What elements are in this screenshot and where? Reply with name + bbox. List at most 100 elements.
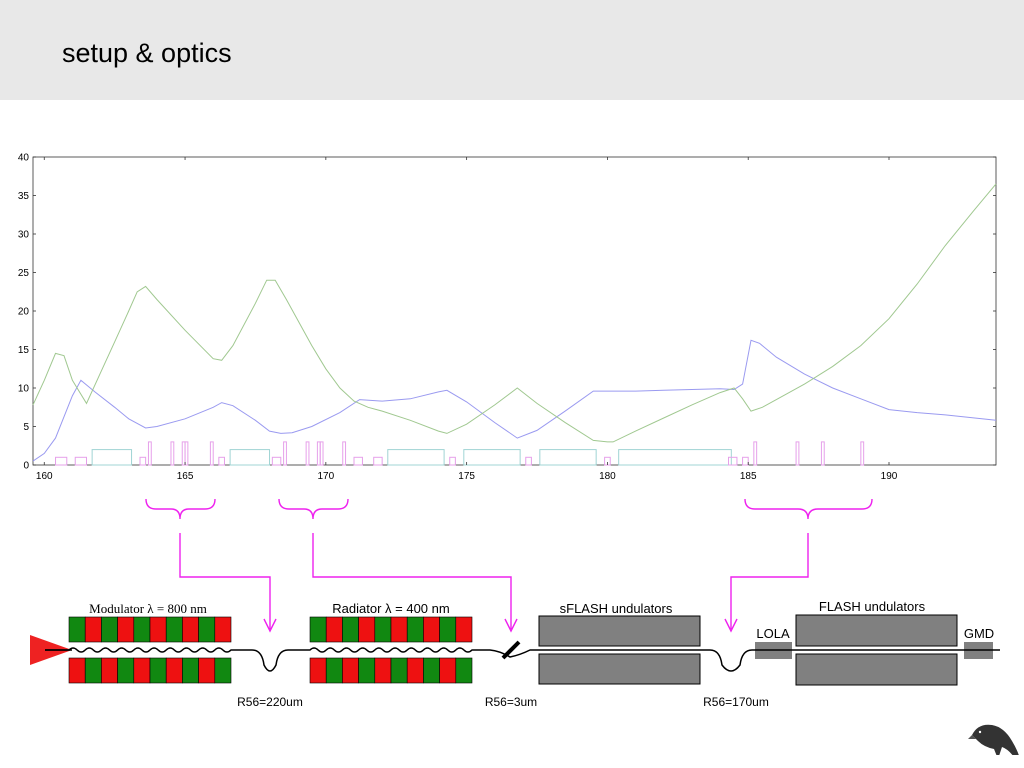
lattice-element — [728, 456, 738, 466]
lattice-element — [820, 441, 825, 466]
optics-chart: 160 165 170 175 180 185 190 0 5 10 15 20 25 30 35 40 — [18, 153, 997, 482]
radiator-magnet — [423, 657, 440, 684]
y-tick-label: 20 — [18, 307, 30, 318]
sflash-undulator-top — [538, 615, 701, 647]
radiator-magnet — [439, 616, 457, 643]
mirror-icon — [501, 640, 521, 660]
x-tick-label: 190 — [881, 471, 898, 482]
modulator-magnet — [214, 657, 232, 684]
modulator-magnet — [68, 616, 86, 643]
lattice-element — [139, 456, 147, 466]
lattice-element — [795, 441, 800, 466]
lattice-element — [218, 456, 225, 466]
lattice-element — [283, 441, 287, 466]
radiator-magnet — [455, 616, 473, 643]
flash-undulator-top — [795, 614, 958, 647]
modulator-magnet — [117, 657, 135, 684]
y-tick-label: 25 — [18, 268, 30, 279]
lattice-element — [618, 449, 732, 466]
modulator-magnet — [182, 657, 199, 684]
lattice-element — [539, 449, 597, 466]
x-tick-label: 185 — [740, 471, 757, 482]
modulator-magnet — [149, 616, 167, 643]
brace-1 — [145, 498, 216, 520]
modulator-magnet — [101, 616, 118, 643]
radiator-magnet — [390, 657, 408, 684]
lattice-element — [753, 441, 758, 466]
lattice-element — [525, 456, 532, 466]
y-tick-label: 10 — [18, 384, 30, 395]
sflash-undulator-bottom — [538, 653, 701, 685]
modulator-magnet — [198, 616, 216, 643]
radiator-magnet — [455, 657, 473, 684]
radiator-magnet — [374, 657, 392, 684]
lattice-element — [342, 441, 347, 466]
radiator-magnet — [374, 616, 392, 643]
series-line-1 — [32, 339, 997, 462]
raven-logo-icon — [968, 724, 1019, 755]
radiator-magnet — [406, 616, 424, 643]
modulator-magnet — [68, 657, 86, 684]
lattice-element — [209, 441, 214, 466]
r56-label-3: R56=170um — [703, 695, 769, 709]
modulator-magnet — [182, 616, 199, 643]
lattice-element — [170, 441, 175, 466]
lola-label: LOLA — [756, 626, 790, 641]
electron-beam-path — [45, 647, 1000, 672]
plot-frame — [32, 156, 997, 466]
radiator-magnet — [406, 657, 424, 684]
lattice-element — [463, 449, 521, 466]
radiator-magnet — [342, 657, 359, 684]
radiator-magnet — [439, 657, 457, 684]
lattice-element — [147, 441, 152, 466]
lattice-element — [387, 449, 445, 466]
arrow-line-1 — [179, 533, 271, 629]
lattice-element — [742, 456, 749, 466]
lattice-element — [860, 441, 865, 466]
lattice-element — [373, 456, 383, 466]
y-tick-label: 15 — [18, 345, 30, 356]
x-tick-label: 165 — [177, 471, 194, 482]
beamline-schematic: Modulator λ = 800 nm Radiator λ = 400 nm… — [30, 498, 1019, 755]
sflash-label: sFLASH undulators — [560, 601, 673, 616]
r56-label-2: R56=3um — [485, 695, 537, 709]
modulator-magnet — [149, 657, 167, 684]
arrow-line-3 — [730, 533, 809, 629]
r56-label-1: R56=220um — [237, 695, 303, 709]
lattice-element — [449, 456, 456, 466]
modulator-magnet — [117, 616, 135, 643]
radiator-magnet — [358, 657, 376, 684]
lattice-element — [353, 456, 363, 466]
radiator-label: Radiator λ = 400 nm — [332, 601, 449, 616]
lattice-element — [319, 441, 324, 466]
modulator-magnet — [84, 616, 102, 643]
radiator-magnet — [309, 616, 327, 643]
modulator-label: Modulator λ = 800 nm — [89, 601, 207, 616]
x-tick-label: 180 — [599, 471, 616, 482]
lattice-element — [184, 441, 189, 466]
page-title: setup & optics — [62, 38, 232, 68]
modulator-magnet — [84, 657, 102, 684]
radiator-magnet — [390, 616, 408, 643]
x-tick-label: 160 — [36, 471, 53, 482]
flash-undulator-bottom — [795, 653, 958, 686]
y-tick-label: 35 — [18, 191, 30, 202]
y-tick-label: 0 — [23, 461, 29, 472]
radiator-magnet — [358, 616, 376, 643]
radiator-magnet — [325, 616, 343, 643]
radiator-magnet — [423, 616, 440, 643]
arrow-line-2 — [312, 533, 512, 629]
modulator-magnet — [165, 657, 183, 684]
brace-3 — [744, 498, 873, 520]
brace-2 — [278, 498, 349, 520]
y-tick-label: 40 — [18, 153, 30, 164]
radiator-magnet — [325, 657, 343, 684]
lattice-element — [229, 449, 271, 466]
radiator-magnet — [309, 657, 327, 684]
modulator-magnet — [133, 616, 151, 643]
modulator-magnet — [133, 657, 151, 684]
arrow-head-1 — [263, 618, 277, 633]
radiator-magnet — [342, 616, 359, 643]
modulator-magnet — [101, 657, 118, 684]
lattice-element — [74, 456, 87, 466]
